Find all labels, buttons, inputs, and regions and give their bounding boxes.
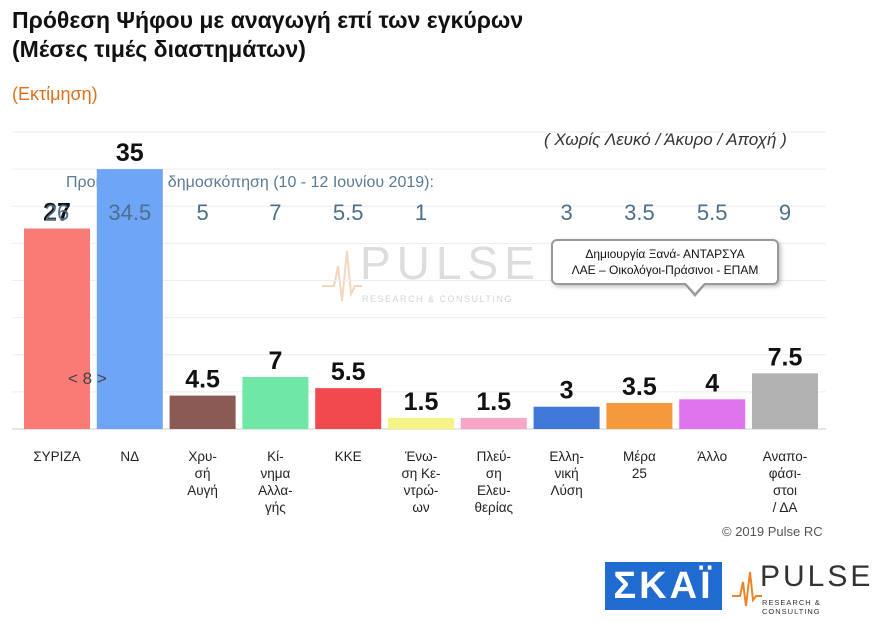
bar (24, 228, 90, 429)
category-label-line: Αλλα- (258, 483, 293, 498)
category-label-line: ΚΚΕ (334, 449, 362, 464)
category-label-line: ων (412, 500, 430, 515)
previous-value-label: 7 (269, 200, 281, 225)
bar-value-label: 1.5 (404, 388, 439, 416)
category-label-line: φάσι- (768, 466, 802, 481)
category-label-line: Ελλη- (549, 449, 584, 464)
category-label-line: ση Κε- (401, 466, 441, 481)
pulse-logo: PULSE RESEARCH & CONSULTING (732, 560, 872, 616)
previous-value-label: 3.5 (624, 200, 655, 225)
category-label-line: Ελευ- (476, 483, 511, 498)
previous-value-label: 34.5 (108, 200, 151, 225)
category-label-line: Αναπο- (762, 449, 808, 464)
category-label-line: ντρώ- (403, 483, 439, 498)
pulse-wave-icon (322, 250, 362, 302)
pager[interactable]: < 8 > (68, 369, 107, 388)
watermark-subtext: RESEARCH & CONSULTING (362, 294, 513, 304)
category-label: ΚΚΕ (310, 448, 386, 465)
category-label: ΣΥΡΙΖΑ (19, 448, 95, 465)
bar-value-label: 7 (268, 347, 282, 375)
category-label-line: ση (485, 466, 502, 481)
pulse-logo-wave-icon (732, 571, 762, 607)
category-label-line: 25 (631, 466, 647, 481)
skai-logo: ΣΚΑΪ (605, 562, 722, 610)
category-label-line: νική (554, 466, 579, 481)
chart-subtitle: (Εκτίμηση) (12, 84, 98, 104)
pulse-logo-text: PULSE (760, 560, 874, 593)
copyright: © 2019 Pulse RC (722, 524, 823, 539)
other-parties-callout: Δημιουργία Ξανά- ΑΝΤΑΡΣΥΑ ΛΑΕ – Οικολόγο… (551, 239, 779, 297)
category-label-line: γής (265, 500, 286, 515)
title-line-1: Πρόθεση Ψήφου με αναγωγή επί των εγκύρων (12, 7, 524, 33)
bar (533, 406, 600, 429)
bar-value-label: 3.5 (622, 373, 657, 401)
bar (242, 377, 309, 429)
category-label-line: ΝΔ (120, 449, 140, 464)
bar-value-label: 4 (705, 369, 719, 397)
previous-value-label: 26 (45, 200, 69, 225)
category-label-line: στοι (773, 483, 797, 498)
bar-value-label: 7.5 (768, 343, 803, 371)
category-label-line: Πλεύ- (476, 449, 511, 464)
bar-value-label: 35 (116, 139, 144, 167)
bar (169, 395, 236, 429)
category-label: Άλλο (674, 448, 750, 465)
previous-value-label: 5.5 (333, 200, 364, 225)
category-label-line: Κί- (267, 449, 284, 464)
bar-value-label: 3 (560, 377, 574, 405)
callout-tail-inner (685, 282, 705, 293)
category-label: ΝΔ (92, 448, 168, 465)
bar (606, 403, 673, 429)
callout-line-2: ΛΑΕ – Οικολόγοι-Πράσινοι - ΕΠΑΜ (571, 263, 759, 277)
category-label: Πλεύ-ση Ελευ-θερίας (456, 448, 532, 516)
bar (315, 388, 382, 429)
previous-value-label: 9 (779, 200, 791, 225)
title-line-2: (Μέσες τιμές διαστημάτων) (12, 36, 306, 62)
bar (388, 417, 454, 429)
category-label-line: Μέρα (623, 449, 656, 464)
category-label-line: Χρυ- (188, 449, 217, 464)
pulse-logo-subtext: RESEARCH & CONSULTING (762, 598, 821, 616)
category-label: Μέρα 25 (601, 448, 677, 482)
category-label-line: Ένω- (404, 449, 438, 464)
callout-line-1: Δημιουργία Ξανά- ΑΝΤΑΡΣΥΑ (585, 247, 745, 261)
category-label-line: Λύση (550, 483, 583, 498)
category-label-line: σή (194, 466, 211, 481)
category-label: Ελλη-νική Λύση (529, 448, 605, 499)
category-label-line: Αυγή (187, 483, 218, 498)
category-label-line: θερίας (474, 500, 514, 515)
previous-value-label: 1 (415, 200, 427, 225)
category-label: Αναπο-φάσι-στοι / ΔΑ (747, 448, 823, 516)
chart-title: Πρόθεση Ψήφου με αναγωγή επί των εγκύρων… (12, 6, 523, 64)
bar (96, 169, 163, 429)
bar-value-label: 4.5 (185, 366, 220, 394)
bar (460, 417, 527, 429)
category-label-line: / ΔΑ (772, 500, 798, 515)
previous-value-label: 5 (196, 200, 208, 225)
bar-value-label: 1.5 (476, 388, 511, 416)
previous-value-label: 3 (560, 200, 572, 225)
excluded-note: ( Χωρίς Λευκό / Άκυρο / Αποχή ) (544, 130, 787, 149)
category-label-line: Άλλο (697, 449, 728, 464)
bar-value-label: 5.5 (331, 358, 366, 386)
bar-value-label: 27 (43, 199, 71, 227)
category-label-line: ΣΥΡΙΖΑ (33, 449, 81, 464)
bar (679, 399, 746, 429)
category-label: Ένω-ση Κε-ντρώ-ων (383, 448, 459, 516)
category-label: Κί-νημα Αλλα-γής (237, 448, 313, 516)
category-label-line: νημα (260, 466, 291, 481)
bar (752, 373, 818, 429)
category-label: Χρυ-σή Αυγή (165, 448, 241, 499)
previous-value-label: 5.5 (697, 200, 728, 225)
